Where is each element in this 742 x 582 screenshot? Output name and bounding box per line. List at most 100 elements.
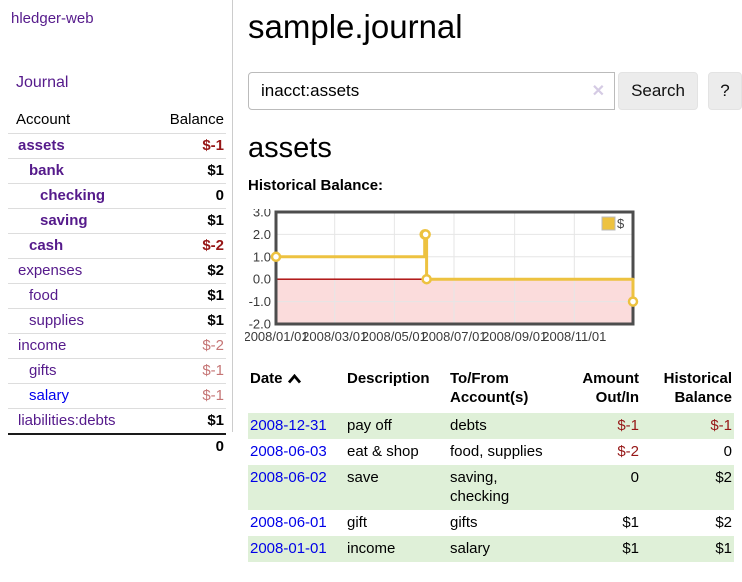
transaction-date-link[interactable]: 2008-12-31 <box>250 417 327 434</box>
account-link-liabilities-debts[interactable]: liabilities:debts <box>18 412 116 429</box>
transaction-date-link[interactable]: 2008-06-03 <box>250 443 327 460</box>
transaction-accounts: saving, checking <box>450 469 510 505</box>
transaction-accounts: salary <box>450 540 491 557</box>
accounts-total-row: 0 <box>8 433 226 459</box>
account-balance: 0 <box>145 183 226 209</box>
transaction-amount: $1 <box>622 514 639 531</box>
account-balance: $1 <box>145 408 226 434</box>
accounts-total-value: 0 <box>145 433 226 459</box>
sidebar-item-journal[interactable]: Journal <box>16 74 69 91</box>
account-balance: $1 <box>145 158 226 184</box>
transaction-accounts: gifts <box>450 514 478 531</box>
register-row: 2008-06-01 gift gifts $1 $2 <box>248 510 734 536</box>
x-tick-label: 2008/05/01 <box>362 329 427 344</box>
register-header-description: Description <box>347 370 430 387</box>
chart-title: Historical Balance: <box>248 177 384 194</box>
transaction-date-link[interactable]: 2008-06-01 <box>250 514 327 531</box>
transaction-amount: $-2 <box>617 443 639 460</box>
accounts-table: Account Balance assets $-1 bank $1 checking 0… <box>8 107 226 459</box>
account-row: bank $1 <box>8 158 226 184</box>
account-link-expenses[interactable]: expenses <box>18 262 83 279</box>
data-point-marker <box>420 229 431 240</box>
legend-label: $ <box>617 216 625 231</box>
transaction-date-link[interactable]: 2008-06-02 <box>250 469 327 486</box>
transaction-amount: $-1 <box>617 417 639 434</box>
transaction-description: eat & shop <box>347 443 419 460</box>
transaction-accounts: debts <box>450 417 487 434</box>
account-row: cash $-2 <box>8 233 226 259</box>
help-button[interactable]: ? <box>708 72 742 110</box>
account-balance: $1 <box>145 308 226 334</box>
register-header-accounts: To/From Account(s) <box>450 370 529 406</box>
account-link-supplies[interactable]: supplies <box>29 312 85 329</box>
register-row: 2008-01-01 income salary $1 $1 <box>248 536 734 562</box>
transaction-balance: 0 <box>723 443 732 460</box>
transaction-date-link[interactable]: 2008-01-01 <box>250 540 327 557</box>
transaction-amount: 0 <box>630 469 639 486</box>
account-heading: assets <box>248 132 332 164</box>
account-link-gifts[interactable]: gifts <box>29 362 57 379</box>
account-link-income[interactable]: income <box>18 337 67 354</box>
transaction-description: income <box>347 540 396 557</box>
account-row: salary $-1 <box>8 383 226 409</box>
account-link-bank[interactable]: bank <box>29 162 65 179</box>
x-tick-label: 2008/07/01 <box>421 329 486 344</box>
page-title: sample.journal <box>248 8 463 45</box>
main-content: sample.journal ✕ Search ? assets Histori… <box>233 0 742 582</box>
legend-swatch <box>601 216 616 231</box>
account-row: food $1 <box>8 283 226 309</box>
data-point-marker <box>627 296 639 307</box>
transaction-balance: $-1 <box>710 417 732 434</box>
historical-balance-chart: 3.0 2.0 1.0 0.0 -1.0 -2.02008/01/012008/03/01… <box>245 209 639 344</box>
account-balance: $2 <box>145 258 226 284</box>
data-point-marker <box>270 251 282 263</box>
y-tick-label: 3.0 <box>253 209 271 220</box>
transaction-balance: $1 <box>715 540 732 557</box>
account-balance: $-2 <box>145 233 226 259</box>
data-point-marker <box>421 273 432 285</box>
app-brand-link[interactable]: hledger-web <box>11 10 94 27</box>
account-link-salary[interactable]: salary <box>29 387 70 404</box>
y-tick-label: 1.0 <box>253 249 271 264</box>
transaction-balance: $2 <box>715 514 732 531</box>
y-tick-label: -2.0 <box>249 317 271 332</box>
account-row: gifts $-1 <box>8 358 226 384</box>
transaction-description: pay off <box>347 417 392 434</box>
account-balance: $-1 <box>145 133 226 159</box>
x-tick-label: 2008/01/01 <box>245 329 309 344</box>
transaction-description: gift <box>347 514 368 531</box>
clear-search-icon[interactable]: ✕ <box>591 83 605 100</box>
search-button[interactable]: Search <box>618 72 698 110</box>
account-balance: $1 <box>145 283 226 309</box>
account-row: saving $1 <box>8 208 226 234</box>
account-link-assets[interactable]: assets <box>18 137 65 154</box>
register-header-date[interactable]: Date <box>248 367 345 413</box>
account-row: income $-2 <box>8 333 226 359</box>
y-tick-label: 0.0 <box>253 272 271 287</box>
account-link-saving[interactable]: saving <box>40 212 88 229</box>
transaction-balance: $2 <box>715 469 732 486</box>
account-row: supplies $1 <box>8 308 226 334</box>
account-link-cash[interactable]: cash <box>29 237 64 254</box>
register-row: 2008-12-31 pay off debts $-1 $-1 <box>248 413 734 439</box>
sidebar: hledger-web Journal Account Balance asse… <box>0 0 233 459</box>
accounts-column-header: Account <box>16 111 71 128</box>
account-row: liabilities:debts $1 <box>8 408 226 434</box>
x-tick-label: 2008/09/01 <box>482 329 547 344</box>
register-header-amount: Amount Out/In <box>582 370 639 406</box>
search-input[interactable] <box>248 72 615 110</box>
register-header-balance: Historical Balance <box>663 370 732 406</box>
balance-column-header: Balance <box>169 111 224 128</box>
register-table: Date Description To/From Account(s) Amou… <box>248 367 734 562</box>
transaction-accounts: food, supplies <box>450 443 543 460</box>
account-balance: $-1 <box>145 383 226 409</box>
transaction-description: save <box>347 469 379 486</box>
y-tick-label: -1.0 <box>249 294 271 309</box>
account-balance: $-1 <box>145 358 226 384</box>
account-link-checking[interactable]: checking <box>40 187 106 204</box>
register-row: 2008-06-02 save saving, checking 0 $2 <box>248 465 734 510</box>
account-link-food[interactable]: food <box>29 287 59 304</box>
account-row: assets $-1 <box>8 133 226 159</box>
sort-caret-up-icon <box>287 370 302 389</box>
account-balance: $-2 <box>145 333 226 359</box>
